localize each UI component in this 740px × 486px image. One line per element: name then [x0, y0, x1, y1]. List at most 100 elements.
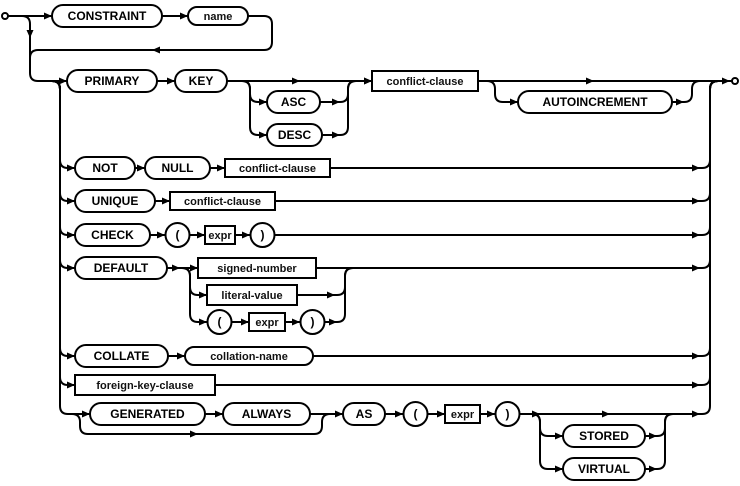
- connector-line: [241, 80, 267, 103]
- node-label: NULL: [162, 161, 194, 175]
- node-label: PRIMARY: [85, 74, 140, 88]
- node-label: ): [261, 228, 265, 242]
- arrow-icon: [67, 197, 75, 205]
- arrow-icon: [649, 432, 657, 440]
- arrow-icon: [327, 291, 335, 299]
- nonterminal-conflict-clause: conflict-clause: [169, 191, 276, 211]
- arrow-icon: [335, 410, 343, 418]
- arrow-icon: [190, 430, 198, 438]
- symbol-open-paren: (: [402, 401, 429, 427]
- node-label: STORED: [579, 429, 629, 443]
- node-label: expr: [255, 317, 279, 329]
- arrow-icon: [332, 131, 340, 139]
- connector-line: [51, 80, 75, 357]
- node-label: (: [414, 407, 418, 421]
- node-label: collation-name: [210, 351, 288, 363]
- connector-line: [320, 80, 357, 103]
- nonterminal-foreign-key-clause: foreign-key-clause: [74, 374, 216, 396]
- node-label: conflict-clause: [184, 196, 261, 208]
- arrow-icon: [199, 291, 207, 299]
- arrow-icon: [180, 12, 188, 20]
- terminal-virtual: VIRTUAL: [562, 457, 646, 481]
- symbol-close-paren: ): [249, 222, 276, 248]
- start-circle-icon: [1, 12, 9, 20]
- node-label: UNIQUE: [92, 194, 139, 208]
- end-circle-icon: [731, 77, 739, 85]
- arrow-icon: [157, 231, 165, 239]
- arrow-icon: [329, 318, 337, 326]
- arrow-icon: [555, 432, 563, 440]
- arrow-icon: [67, 352, 75, 360]
- arrow-icon: [259, 98, 267, 106]
- nonterminal-conflict-clause: conflict-clause: [371, 70, 479, 92]
- symbol-close-paren: ): [494, 401, 521, 427]
- symbol-open-paren: (: [164, 222, 191, 248]
- arrow-icon: [292, 77, 300, 85]
- connector-line: [531, 413, 563, 470]
- terminal-null: NULL: [144, 156, 211, 180]
- node-label: expr: [208, 230, 232, 242]
- arrow-icon: [692, 352, 700, 360]
- node-label: CHECK: [91, 228, 134, 242]
- connector-line: [645, 413, 674, 470]
- arrow-icon: [692, 381, 700, 389]
- symbol-open-paren: (: [206, 309, 233, 335]
- arrow-icon: [59, 77, 67, 85]
- node-label: DEFAULT: [94, 261, 149, 275]
- arrow-icon: [26, 30, 34, 38]
- arrow-icon: [137, 164, 145, 172]
- nonterminal-conflict-clause: conflict-clause: [224, 158, 331, 178]
- terminal-not: NOT: [74, 156, 136, 180]
- arrow-icon: [177, 352, 185, 360]
- arrow-icon: [487, 410, 495, 418]
- arrow-icon: [692, 231, 700, 239]
- connector-line: [313, 80, 719, 357]
- terminal-collation-name: collation-name: [184, 346, 314, 366]
- terminal-key: KEY: [174, 69, 228, 93]
- node-label: DESC: [278, 128, 312, 142]
- terminal-default: DEFAULT: [74, 256, 168, 280]
- arrow-icon: [510, 98, 518, 106]
- arrow-icon: [241, 318, 249, 326]
- node-label: foreign-key-clause: [96, 380, 193, 392]
- connector-line: [241, 80, 267, 136]
- node-label: ): [311, 315, 315, 329]
- nonterminal-expr: expr: [248, 312, 286, 332]
- terminal-constraint: CONSTRAINT: [51, 4, 163, 28]
- terminal-autoincrement: AUTOINCREMENT: [517, 90, 673, 114]
- terminal-asc: ASC: [266, 90, 321, 114]
- nonterminal-literal-value: literal-value: [206, 284, 298, 306]
- arrow-icon: [259, 131, 267, 139]
- arrow-icon: [555, 465, 563, 473]
- node-label: ): [506, 407, 510, 421]
- arrow-icon: [692, 197, 700, 205]
- arrow-icon: [167, 77, 175, 85]
- terminal-as: AS: [342, 402, 386, 426]
- arrow-icon: [215, 410, 223, 418]
- diagram-paths: [1, 12, 739, 473]
- node-label: conflict-clause: [239, 163, 316, 175]
- arrow-icon: [44, 12, 52, 20]
- arrow-icon: [190, 264, 198, 272]
- arrow-icon: [692, 164, 700, 172]
- node-label: CONSTRAINT: [68, 9, 147, 23]
- symbol-close-paren: ): [299, 309, 326, 335]
- node-label: expr: [451, 409, 475, 421]
- arrow-icon: [67, 164, 75, 172]
- arrow-icon: [172, 264, 180, 272]
- arrow-icon: [67, 264, 75, 272]
- arrow-icon: [67, 231, 75, 239]
- node-label: (: [176, 228, 180, 242]
- arrow-icon: [242, 231, 250, 239]
- node-label: AS: [356, 407, 373, 421]
- connector-line: [21, 15, 39, 82]
- terminal-collate: COLLATE: [74, 344, 169, 368]
- arrow-icon: [395, 410, 403, 418]
- arrow-icon: [722, 77, 730, 85]
- node-label: KEY: [189, 74, 214, 88]
- arrow-icon: [292, 318, 300, 326]
- arrow-icon: [217, 164, 225, 172]
- arrow-icon: [602, 410, 610, 418]
- node-label: GENERATED: [110, 407, 185, 421]
- terminal-unique: UNIQUE: [74, 189, 156, 213]
